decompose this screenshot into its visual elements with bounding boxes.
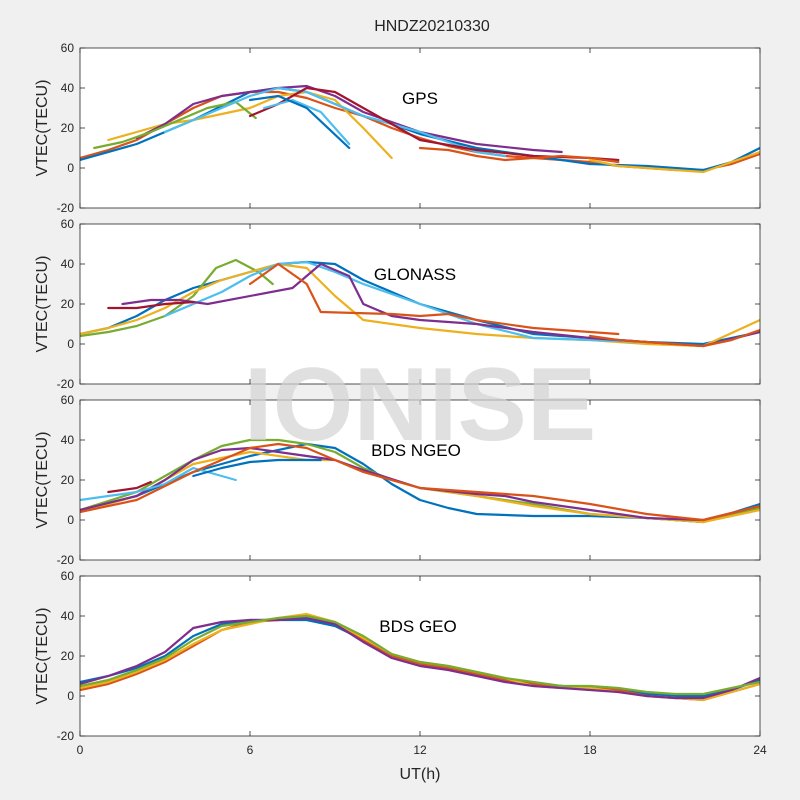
- y-axis-label: VTEC(TECU): [34, 608, 51, 705]
- panel-system-label: BDS NGEO: [371, 441, 461, 460]
- panel-glonass: -20 0 20 40 60 VTEC(TECU) GLONASS: [34, 217, 761, 391]
- series-group: [80, 84, 760, 174]
- series-line: [248, 262, 620, 336]
- x-tick-label: 18: [583, 743, 597, 757]
- y-tick-label: -20: [57, 553, 75, 567]
- panel-system-label: GPS: [402, 89, 438, 108]
- y-tick-label: -20: [57, 377, 75, 391]
- y-tick-label: 0: [67, 689, 74, 703]
- x-tick-label: 12: [413, 743, 427, 757]
- series-line: [80, 442, 760, 522]
- y-tick-label: 20: [61, 121, 75, 135]
- series-line: [263, 98, 351, 146]
- series-line: [80, 614, 760, 696]
- y-tick-label: 60: [61, 41, 75, 55]
- series-line: [418, 146, 620, 164]
- series-line: [588, 328, 760, 348]
- y-axis-label: VTEC(TECU): [34, 256, 51, 353]
- plot-area: [80, 576, 760, 736]
- y-axis-label: VTEC(TECU): [34, 432, 51, 529]
- series-line: [80, 258, 274, 338]
- series-line: [135, 84, 563, 154]
- series-line: [248, 94, 351, 150]
- panel-system-label: GLONASS: [374, 265, 456, 284]
- x-tick-label: 6: [247, 743, 254, 757]
- y-tick-label: 40: [61, 609, 75, 623]
- series-line: [192, 458, 322, 478]
- y-tick-label: 60: [61, 569, 75, 583]
- x-tick-label: 0: [77, 743, 84, 757]
- y-tick-label: 0: [67, 337, 74, 351]
- panel-bds-ngeo: -20 0 20 40 60 VTEC(TECU) BDS NGEO: [34, 393, 761, 567]
- series-line: [80, 616, 760, 700]
- y-tick-label: 0: [67, 513, 74, 527]
- panel-system-label: BDS GEO: [379, 617, 456, 636]
- plot-area: [80, 48, 760, 208]
- x-axis-label: UT(h): [400, 766, 441, 783]
- y-tick-label: 40: [61, 257, 75, 271]
- y-tick-label: 20: [61, 649, 75, 663]
- figure-title: HNDZ20210330: [374, 18, 490, 35]
- panel-gps: -20 0 20 40 60 VTEC(TECU) GPS: [34, 41, 761, 215]
- plot-area: [80, 400, 760, 560]
- series-line: [588, 150, 760, 174]
- series-group: [80, 258, 760, 348]
- watermark-text: IONISE: [244, 347, 597, 463]
- y-tick-label: 60: [61, 393, 75, 407]
- y-axis-label: VTEC(TECU): [34, 80, 51, 177]
- series-line: [107, 90, 393, 160]
- y-tick-label: -20: [57, 729, 75, 743]
- y-tick-label: 0: [67, 161, 74, 175]
- series-line: [107, 480, 152, 494]
- y-tick-label: 40: [61, 433, 75, 447]
- y-tick-label: -20: [57, 201, 75, 215]
- series-line: [107, 300, 195, 310]
- y-tick-label: 20: [61, 473, 75, 487]
- y-tick-label: 20: [61, 297, 75, 311]
- series-group: [80, 438, 760, 524]
- y-tick-label: 60: [61, 217, 75, 231]
- series-group: [80, 612, 760, 702]
- x-tick-label: 24: [753, 743, 767, 757]
- y-tick-label: 40: [61, 81, 75, 95]
- series-line: [163, 86, 507, 158]
